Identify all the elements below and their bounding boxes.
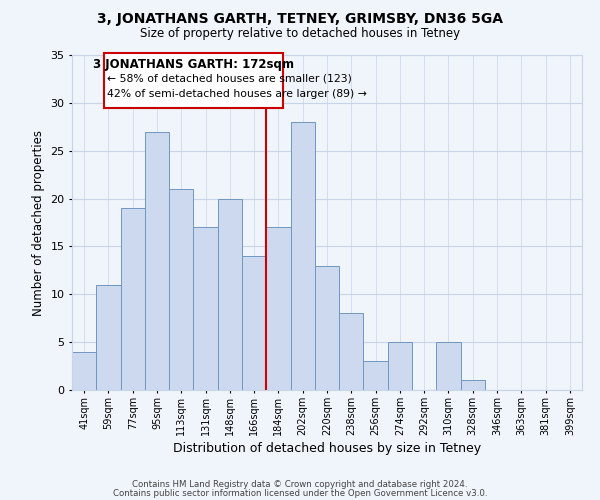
Bar — [290, 122, 315, 390]
Bar — [388, 342, 412, 390]
Bar — [266, 228, 290, 390]
Bar — [145, 132, 169, 390]
Bar — [436, 342, 461, 390]
Bar — [315, 266, 339, 390]
Y-axis label: Number of detached properties: Number of detached properties — [32, 130, 44, 316]
Bar — [96, 284, 121, 390]
Bar — [339, 314, 364, 390]
Bar — [193, 228, 218, 390]
Bar — [218, 198, 242, 390]
Text: 42% of semi-detached houses are larger (89) →: 42% of semi-detached houses are larger (… — [107, 90, 367, 100]
X-axis label: Distribution of detached houses by size in Tetney: Distribution of detached houses by size … — [173, 442, 481, 455]
Bar — [242, 256, 266, 390]
Text: ← 58% of detached houses are smaller (123): ← 58% of detached houses are smaller (12… — [107, 73, 352, 83]
Text: 3, JONATHANS GARTH, TETNEY, GRIMSBY, DN36 5GA: 3, JONATHANS GARTH, TETNEY, GRIMSBY, DN3… — [97, 12, 503, 26]
Text: 3 JONATHANS GARTH: 172sqm: 3 JONATHANS GARTH: 172sqm — [93, 58, 294, 71]
Bar — [72, 352, 96, 390]
Bar — [121, 208, 145, 390]
Bar — [461, 380, 485, 390]
FancyBboxPatch shape — [104, 53, 283, 108]
Bar — [169, 189, 193, 390]
Text: Contains public sector information licensed under the Open Government Licence v3: Contains public sector information licen… — [113, 489, 487, 498]
Text: Contains HM Land Registry data © Crown copyright and database right 2024.: Contains HM Land Registry data © Crown c… — [132, 480, 468, 489]
Bar — [364, 362, 388, 390]
Text: Size of property relative to detached houses in Tetney: Size of property relative to detached ho… — [140, 28, 460, 40]
